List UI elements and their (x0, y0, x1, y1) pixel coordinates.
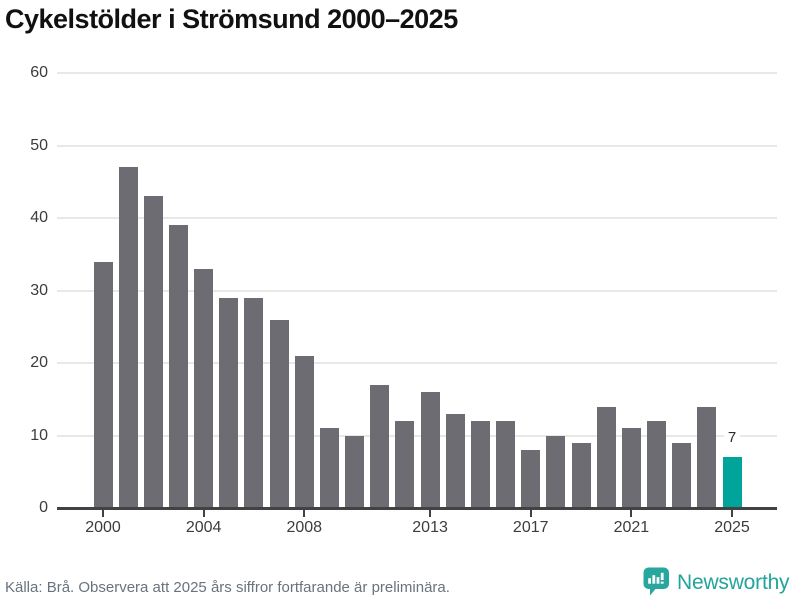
bar-2018 (546, 435, 566, 508)
bar-2007 (269, 319, 289, 508)
bar-2023 (672, 442, 692, 508)
x-axis-tick-2004 (202, 510, 205, 517)
gridline-10 (57, 434, 777, 437)
bar-2004 (194, 268, 214, 508)
x-axis-tick-2013 (429, 510, 432, 517)
y-axis-label: 20 (30, 354, 48, 371)
source-note: Källa: Brå. Observera att 2025 års siffr… (5, 579, 450, 596)
x-axis-tick-2017 (529, 510, 532, 517)
x-axis-tick-2000 (102, 510, 104, 517)
y-axis-label: 0 (39, 499, 48, 516)
bar-2006 (244, 297, 264, 508)
x-axis-tick-2008 (303, 510, 306, 517)
bar-2009 (319, 428, 339, 508)
y-axis-label: 50 (30, 136, 48, 154)
bar-2014 (445, 413, 465, 508)
y-axis-label: 10 (30, 426, 48, 444)
bar-2022 (647, 421, 667, 508)
bar-2021 (621, 428, 641, 508)
x-axis-label-2000: 2000 (85, 519, 121, 536)
gridline-40 (57, 217, 777, 219)
bar-2019 (571, 442, 591, 508)
brand-lockup: Newsworthy (643, 567, 790, 597)
y-axis-label: 40 (30, 209, 48, 226)
brand-name: Newsworthy (677, 571, 790, 594)
bar-2001 (118, 167, 138, 508)
gridline-20 (57, 362, 777, 364)
bar-2015 (470, 421, 490, 508)
gridline-60 (57, 72, 777, 74)
bar-2013 (420, 392, 440, 508)
bar-2005 (219, 297, 239, 508)
x-axis-label-2013: 2013 (412, 519, 448, 536)
x-axis-label-2021: 2021 (613, 519, 650, 536)
bar-2010 (345, 435, 365, 508)
x-axis-tick-2025 (731, 510, 733, 517)
y-axis-label: 30 (30, 281, 48, 299)
x-axis-label-2025: 2025 (714, 519, 750, 536)
bar-2016 (496, 421, 516, 508)
y-axis-label: 60 (30, 64, 48, 81)
bar-2000 (93, 261, 113, 508)
x-axis-label-2008: 2008 (286, 519, 323, 536)
bar-2025 (722, 457, 742, 508)
x-axis-label-2004: 2004 (185, 519, 222, 536)
bar-2008 (294, 355, 314, 508)
bar-2012 (395, 421, 415, 508)
bar-2024 (697, 406, 717, 508)
value-label-2025: 7 (723, 428, 741, 447)
bar-2002 (143, 196, 163, 508)
bar-2017 (521, 450, 541, 508)
x-axis-line (57, 507, 777, 510)
chart-title: Cykelstölder i Strömsund 2000–2025 (5, 4, 458, 34)
bar-2011 (370, 384, 390, 508)
gridline-50 (57, 144, 777, 147)
x-axis-tick-2021 (630, 510, 633, 517)
newsworthy-logo-icon (643, 567, 669, 596)
bar-2003 (168, 225, 188, 508)
gridline-30 (57, 289, 777, 292)
x-axis-label-2017: 2017 (512, 519, 549, 536)
bar-2020 (596, 406, 616, 508)
